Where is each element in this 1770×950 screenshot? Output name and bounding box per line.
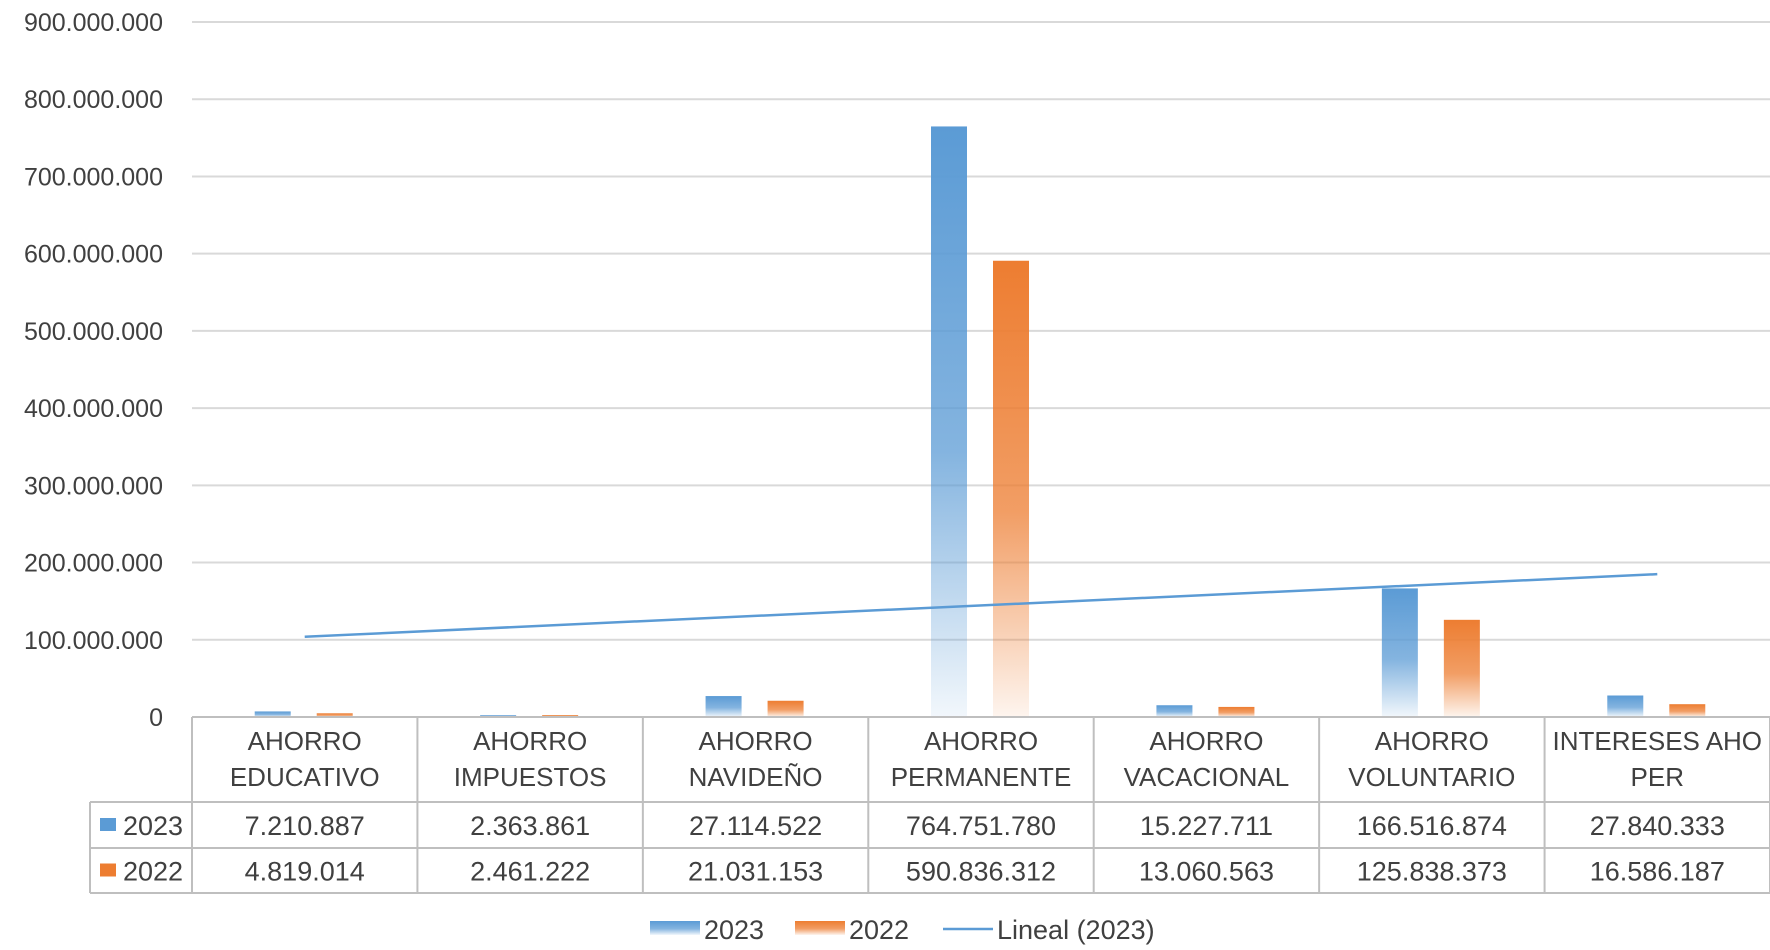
category-label: AHORRO bbox=[699, 726, 813, 756]
bar-2022-3 bbox=[993, 260, 1029, 717]
y-tick-label: 100.000.000 bbox=[24, 627, 163, 655]
category-label: AHORRO bbox=[924, 726, 1038, 756]
bar-2023-6 bbox=[1607, 695, 1644, 717]
y-tick-label: 800.000.000 bbox=[24, 86, 163, 114]
data-value: 2.363.861 bbox=[470, 811, 590, 841]
bar-2022-4 bbox=[1218, 706, 1255, 717]
data-value: 4.819.014 bbox=[245, 857, 365, 887]
category-label: VOLUNTARIO bbox=[1348, 762, 1515, 792]
y-axis-tick-labels: 0 100.000.000 200.000.000 300.000.000 400.00… bbox=[24, 9, 163, 732]
category-label: AHORRO bbox=[473, 726, 587, 756]
y-tick-label: 500.000.000 bbox=[24, 318, 163, 346]
data-value: 16.586.187 bbox=[1590, 857, 1725, 887]
category-label: PER bbox=[1631, 762, 1684, 792]
category-label: AHORRO bbox=[1375, 726, 1489, 756]
bar-2022-5 bbox=[1443, 619, 1480, 717]
y-tick-label: 400.000.000 bbox=[24, 395, 163, 423]
category-label: PERMANENTE bbox=[891, 762, 1072, 792]
data-value: 21.031.153 bbox=[688, 857, 823, 887]
y-tick-label: 200.000.000 bbox=[24, 550, 163, 578]
legend-label: 2023 bbox=[704, 915, 764, 945]
bar-2023-3 bbox=[931, 126, 967, 718]
bar-2022-0 bbox=[316, 713, 353, 717]
trendline-layer bbox=[304, 572, 1658, 639]
category-label: EDUCATIVO bbox=[230, 762, 380, 792]
data-value: 27.840.333 bbox=[1590, 811, 1725, 841]
category-label: IMPUESTOS bbox=[454, 762, 607, 792]
row-series-label: 2023 bbox=[123, 811, 183, 841]
trendline bbox=[304, 572, 1658, 639]
gridlines bbox=[192, 21, 1770, 641]
row-series-label: 2022 bbox=[123, 857, 183, 887]
bar-2023-0 bbox=[254, 711, 291, 717]
bar-2023-5 bbox=[1381, 588, 1418, 717]
data-value: 13.060.563 bbox=[1139, 857, 1274, 887]
legend-label: 2022 bbox=[849, 915, 909, 945]
category-label: INTERESES AHO bbox=[1553, 726, 1763, 756]
y-tick-label: 600.000.000 bbox=[24, 241, 163, 269]
bar-2022-2 bbox=[767, 700, 804, 717]
bars bbox=[254, 126, 1706, 718]
y-tick-label: 700.000.000 bbox=[24, 163, 163, 191]
y-tick-label: 900.000.000 bbox=[24, 9, 163, 37]
legend-swatch-2023 bbox=[650, 921, 700, 935]
y-tick-label: 0 bbox=[149, 704, 163, 732]
data-value: 590.836.312 bbox=[906, 857, 1056, 887]
bar-2022-6 bbox=[1669, 704, 1706, 717]
data-value: 166.516.874 bbox=[1357, 811, 1507, 841]
row-key-swatch bbox=[100, 818, 116, 831]
category-label: AHORRO bbox=[248, 726, 362, 756]
y-tick-label: 300.000.000 bbox=[24, 472, 163, 500]
category-label: NAVIDEÑO bbox=[689, 762, 823, 792]
legend-label: Lineal (2023) bbox=[997, 915, 1155, 945]
data-value: 764.751.780 bbox=[906, 811, 1056, 841]
bar-2023-4 bbox=[1156, 705, 1193, 717]
category-label: AHORRO bbox=[1149, 726, 1263, 756]
data-value: 15.227.711 bbox=[1140, 811, 1273, 841]
row-key-swatch bbox=[100, 863, 116, 877]
data-table: AHORRO EDUCATIVO AHORRO IMPUESTOS AHORRO NAVI… bbox=[89, 716, 1770, 894]
data-value: 125.838.373 bbox=[1357, 857, 1507, 887]
legend-swatch-2022 bbox=[795, 921, 845, 935]
legend: 2023 2022 Lineal (2023) bbox=[650, 915, 1155, 945]
data-value: 27.114.522 bbox=[689, 811, 822, 841]
category-label: VACACIONAL bbox=[1124, 762, 1290, 792]
data-value: 2.461.222 bbox=[470, 857, 590, 887]
bar-2023-2 bbox=[705, 696, 742, 717]
data-value: 7.210.887 bbox=[245, 811, 365, 841]
